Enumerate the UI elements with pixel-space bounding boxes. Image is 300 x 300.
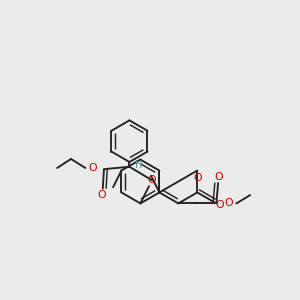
Text: O: O [215, 200, 224, 210]
Text: O: O [88, 163, 97, 173]
Text: H: H [135, 160, 142, 170]
Text: O: O [148, 175, 156, 185]
Text: O: O [225, 198, 233, 208]
Text: O: O [214, 172, 223, 182]
Text: O: O [193, 173, 202, 183]
Text: O: O [98, 190, 106, 200]
